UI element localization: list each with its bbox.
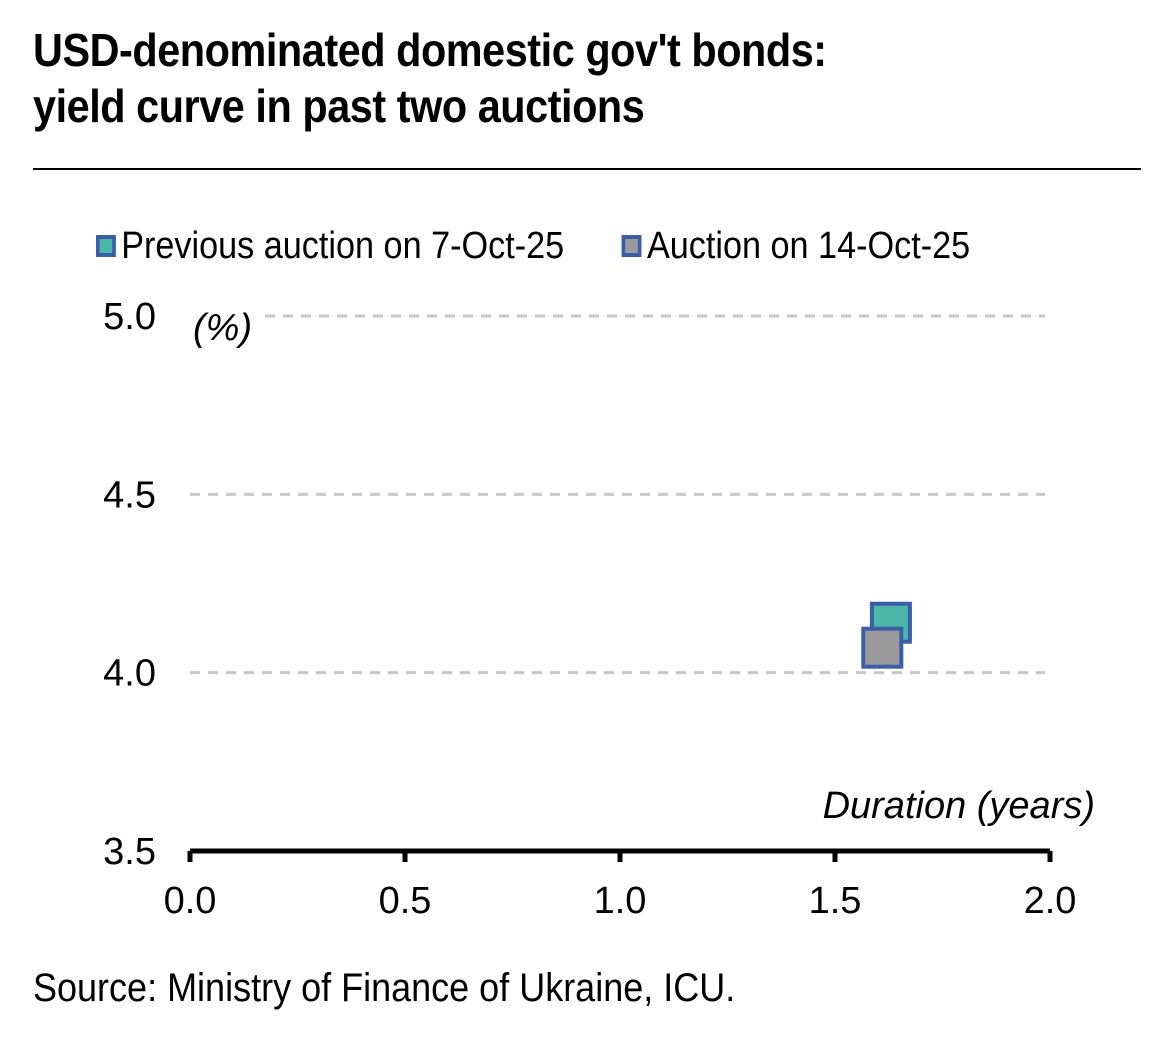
tick-labels: 3.5 4.0 4.5 5.0 0.0 0.5 1.0 1.5 2.0: [103, 296, 1076, 922]
data-points: [861, 601, 912, 669]
legend-label-current: Auction on 14-Oct-25: [646, 224, 971, 267]
x-tick-label-4: 2.0: [1024, 880, 1077, 922]
y-tick-label-0: 3.5: [103, 831, 156, 873]
legend-item-previous: Previous auction on 7-Oct-25: [96, 225, 564, 268]
chart-title-line-1: USD-denominated domestic gov't bonds:: [33, 24, 827, 76]
y-tick-label-2: 4.5: [103, 474, 156, 516]
y-tick-label-3: 5.0: [103, 296, 156, 338]
x-axis: [187, 848, 1053, 862]
y-axis-title: (%): [193, 307, 252, 349]
legend-swatch-previous: [96, 235, 116, 257]
y-tick-label-1: 4.0: [103, 653, 156, 695]
legend-item-current: Auction on 14-Oct-25: [621, 224, 971, 268]
x-tick-label-0: 0.0: [164, 880, 217, 922]
legend-label-previous: Previous auction on 7-Oct-25: [121, 224, 565, 267]
x-tick-label-3: 1.5: [809, 880, 862, 922]
chart-title: USD-denominated domestic gov't bonds: yi…: [33, 22, 1023, 134]
legend-swatch-current: [621, 235, 642, 257]
gridlines: [190, 314, 1045, 675]
x-tick-label-2: 1.0: [594, 880, 647, 922]
chart-legend: Previous auction on 7-Oct-25 Auction on …: [96, 222, 1028, 270]
title-divider: [33, 168, 1141, 170]
x-axis-title: Duration (years): [823, 785, 1095, 827]
x-tick-label-1: 0.5: [379, 880, 432, 922]
source-note: Source: Ministry of Finance of Ukraine, …: [33, 966, 736, 1010]
marker-current-auction-0: [861, 626, 904, 669]
chart-title-line-2: yield curve in past two auctions: [33, 80, 645, 132]
